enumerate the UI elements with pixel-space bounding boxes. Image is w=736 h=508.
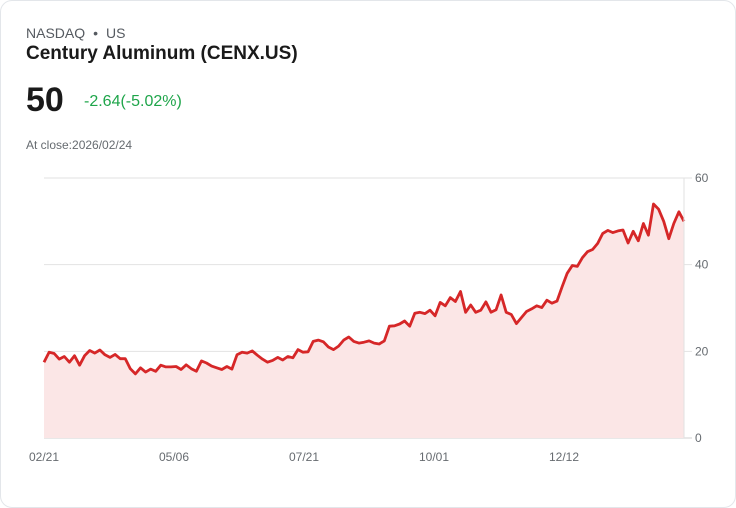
y-tick-label: 60 [695,171,709,185]
x-tick-label: 07/21 [289,450,319,464]
close-date: At close:2026/02/24 [26,138,133,152]
x-tick-label: 05/06 [159,450,189,464]
stock-price: 50 [26,81,64,119]
x-tick-label: 10/01 [419,450,449,464]
y-tick-label: 20 [695,344,709,358]
stock-title: Century Aluminum (CENX.US) [26,43,298,64]
y-tick-label: 40 [695,258,709,272]
x-tick-label: 02/21 [29,450,59,464]
market-name: US [106,25,126,41]
x-tick-label: 12/12 [549,450,579,464]
price-change: -2.64(-5.02%) [84,93,182,110]
price-chart: 60 40 20 0 02/21 05/06 07/21 10/01 12/12 [29,171,709,464]
exchange-info: NASDAQ • US [26,25,125,41]
price-line [42,202,686,376]
exchange-name: NASDAQ [26,25,86,41]
y-axis-ticks: 60 40 20 0 [695,171,709,445]
price-area [44,204,684,438]
separator-dot: • [93,25,99,41]
y-tick-label: 0 [695,431,702,445]
x-axis-ticks: 02/21 05/06 07/21 10/01 12/12 [29,450,579,464]
